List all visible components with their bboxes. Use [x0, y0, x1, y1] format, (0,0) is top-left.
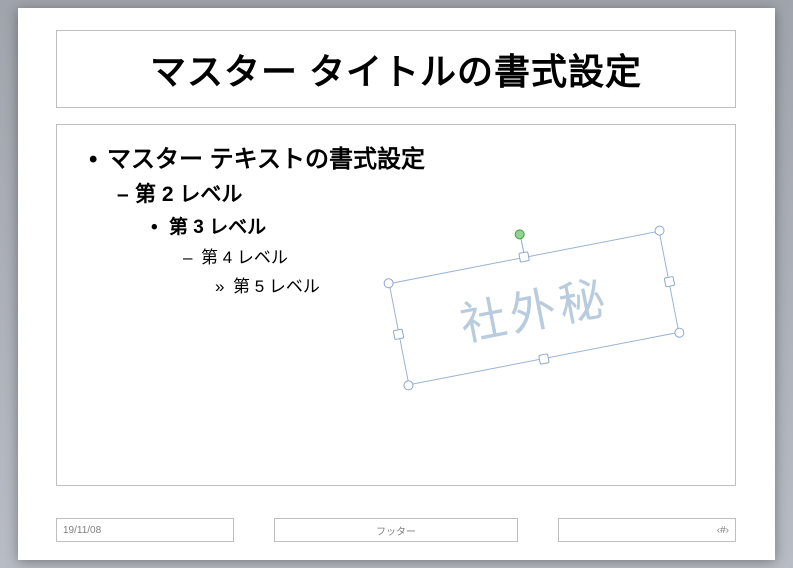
title-text: マスター タイトルの書式設定 [150, 43, 642, 95]
bullet-3: • [151, 217, 169, 239]
bullet-4: – [183, 248, 201, 268]
bullet-5: » [215, 277, 233, 297]
footer-text: フッター [376, 523, 416, 538]
title-placeholder[interactable]: マスター タイトルの書式設定 [56, 30, 736, 108]
level-2-label: 第 2 レベル [135, 183, 242, 206]
level-1-label: マスター テキストの書式設定 [107, 146, 425, 173]
resize-handle-t[interactable] [518, 251, 530, 263]
slidenumber-text: ‹#› [717, 525, 729, 536]
resize-handle-r[interactable] [664, 276, 676, 288]
resize-handle-b[interactable] [538, 353, 550, 365]
date-text: 19/11/08 [63, 525, 101, 536]
slide-master-canvas: マスター タイトルの書式設定 •マスター テキストの書式設定 –第 2 レベル … [18, 8, 775, 560]
level-5-label: 第 5 レベル [233, 277, 320, 296]
level-2-text: –第 2 レベル [117, 178, 717, 208]
bullet-2: – [117, 183, 135, 207]
footer-placeholder[interactable]: フッター [274, 518, 518, 542]
slidenumber-placeholder[interactable]: ‹#› [558, 518, 736, 542]
level-1-text: •マスター テキストの書式設定 [89, 139, 717, 174]
level-4-label: 第 4 レベル [201, 248, 288, 267]
resize-handle-l[interactable] [393, 328, 405, 340]
level-3-label: 第 3 レベル [169, 217, 266, 238]
bullet-1: • [89, 146, 107, 174]
date-placeholder[interactable]: 19/11/08 [56, 518, 234, 542]
